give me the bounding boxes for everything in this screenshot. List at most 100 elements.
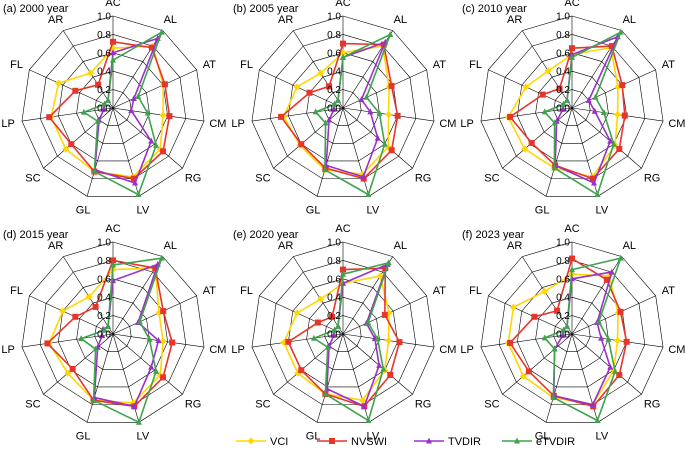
marker-nvswi <box>326 83 333 90</box>
marker-etvdir <box>569 266 575 273</box>
grid-ring <box>517 52 627 162</box>
marker-etvdir <box>595 318 602 325</box>
marker-tvdir <box>367 108 374 115</box>
category-label: AC <box>105 0 120 9</box>
marker-etvdir <box>380 365 387 372</box>
marker-nvswi <box>160 148 167 155</box>
marker-etvdir <box>335 96 342 103</box>
spoke <box>571 69 656 109</box>
marker-vci <box>385 337 393 345</box>
category-label: LP <box>460 344 473 356</box>
category-label: CM <box>439 118 456 130</box>
category-label: SC <box>25 398 40 410</box>
marker-nvswi <box>381 311 388 318</box>
series-nvswi <box>285 265 403 410</box>
marker-nvswi <box>68 141 75 148</box>
spoke <box>571 333 642 395</box>
marker-etvdir <box>514 437 520 444</box>
marker-vci <box>385 111 393 119</box>
marker-etvdir <box>144 109 151 116</box>
marker-etvdir <box>322 390 329 397</box>
legend-item-etvdir: eTVDIR <box>502 436 575 448</box>
marker-nvswi <box>619 82 626 89</box>
marker-etvdir <box>592 93 599 100</box>
marker-etvdir <box>387 30 394 37</box>
marker-etvdir <box>594 191 601 198</box>
category-label: GL <box>306 431 321 443</box>
category-label: CM <box>668 344 685 356</box>
radial-tick-label: 0.2 <box>97 311 111 322</box>
marker-nvswi <box>531 313 538 320</box>
marker-vci <box>509 303 517 311</box>
radial-tick-label: 0.0 <box>97 104 111 115</box>
category-label: LV <box>137 205 150 217</box>
spoke <box>316 333 344 423</box>
grid-ring <box>553 89 591 126</box>
category-label: AT <box>203 285 217 297</box>
marker-nvswi <box>525 368 532 375</box>
radial-tick-label: 1.0 <box>97 238 111 249</box>
category-label: CM <box>439 344 456 356</box>
radar-panel-5: 0.0 0.2 0.4 0.6 0.8 1.0 AC AL AT CM RG LV GL SC LP FL AR… <box>231 223 456 443</box>
marker-nvswi <box>44 340 51 347</box>
marker-nvswi <box>148 44 155 51</box>
marker-vci <box>522 83 530 91</box>
spoke <box>259 69 344 109</box>
marker-etvdir <box>569 53 575 60</box>
marker-etvdir <box>340 270 346 277</box>
spoke <box>273 107 344 169</box>
marker-nvswi <box>298 367 305 374</box>
radial-tick-label: 0.2 <box>327 311 341 322</box>
marker-nvswi <box>329 313 336 320</box>
marker-nvswi <box>72 313 79 320</box>
legend-item-nvswi: NVSWI <box>317 436 387 448</box>
spoke <box>293 30 344 109</box>
radar-panel-2: 0.0 0.2 0.4 0.6 0.8 1.0 AC AL AT CM RG LV GL SC LP FL AR… <box>231 0 456 217</box>
spoke <box>86 333 114 423</box>
spoke <box>112 107 205 122</box>
marker-etvdir <box>136 318 143 325</box>
spoke <box>112 30 163 109</box>
spoke <box>251 333 344 348</box>
spoke <box>273 333 344 395</box>
radar-panel-3: 0.0 0.2 0.4 0.6 0.8 1.0 AC AL AT CM RG LV GL SC LP FL AR… <box>460 0 685 217</box>
marker-nvswi <box>110 257 116 264</box>
marker-etvdir <box>321 166 328 173</box>
marker-etvdir <box>551 345 558 352</box>
marker-etvdir <box>110 261 116 268</box>
marker-nvswi <box>169 339 176 346</box>
marker-etvdir <box>600 109 607 116</box>
marker-etvdir <box>135 191 142 198</box>
marker-etvdir <box>560 326 567 333</box>
marker-vci <box>85 293 93 301</box>
category-label: FL <box>10 285 23 297</box>
marker-nvswi <box>617 308 624 315</box>
category-label: LV <box>367 205 380 217</box>
category-label: CM <box>209 344 226 356</box>
marker-nvswi <box>569 45 575 52</box>
marker-nvswi <box>161 81 168 88</box>
category-label: LP <box>231 118 244 130</box>
category-label: SC <box>255 398 270 410</box>
spoke <box>112 107 183 169</box>
spoke <box>43 107 114 169</box>
category-label: FL <box>469 59 482 71</box>
spoke <box>112 333 183 395</box>
marker-vci <box>62 145 70 153</box>
marker-tvdir <box>130 94 137 101</box>
marker-etvdir <box>365 417 372 424</box>
marker-etvdir <box>365 191 372 198</box>
radial-tick-label: 1.0 <box>327 238 341 249</box>
spoke <box>571 295 656 335</box>
radial-tick-label: 0.6 <box>327 48 341 59</box>
marker-nvswi <box>554 307 561 314</box>
category-label: RG <box>185 398 202 410</box>
grid-ring <box>288 52 398 162</box>
spoke <box>571 256 622 335</box>
marker-tvdir <box>360 173 367 180</box>
marker-etvdir <box>94 117 101 124</box>
category-label: RG <box>415 398 432 410</box>
category-label: FL <box>469 285 482 297</box>
marker-nvswi <box>298 141 305 148</box>
category-label: LP <box>1 344 14 356</box>
